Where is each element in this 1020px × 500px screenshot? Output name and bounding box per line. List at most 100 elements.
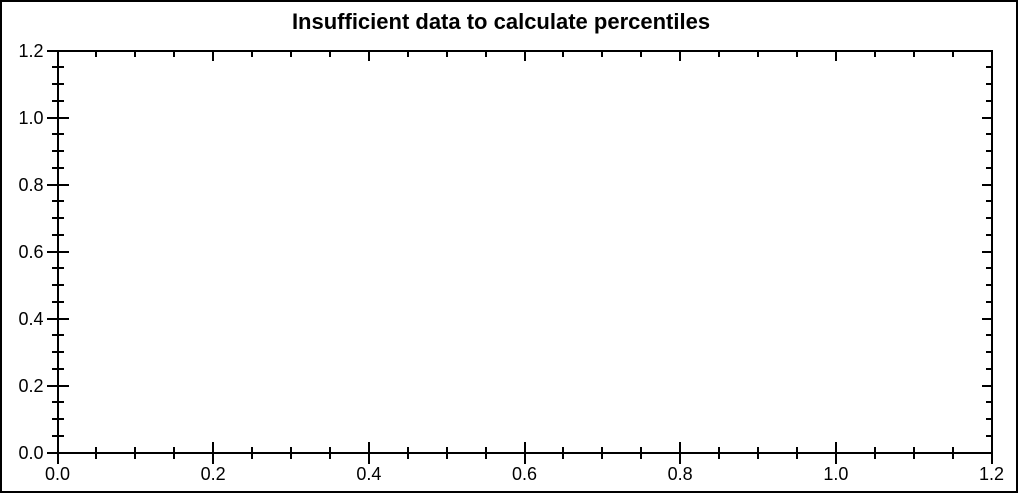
x-minor-tick-bottom bbox=[601, 446, 604, 459]
x-major-tick-bottom bbox=[834, 441, 837, 464]
x-tick-label: 0.6 bbox=[511, 464, 538, 484]
y-tick-label: 0.6 bbox=[18, 241, 44, 262]
x-major-tick-bottom bbox=[523, 441, 526, 464]
y-minor-tick-right bbox=[985, 233, 992, 236]
x-minor-tick-bottom bbox=[134, 446, 137, 459]
y-minor-tick-left bbox=[51, 434, 64, 437]
y-major-tick-right bbox=[981, 49, 992, 52]
x-minor-tick-bottom bbox=[406, 446, 409, 459]
y-minor-tick-left bbox=[51, 66, 64, 69]
y-minor-tick-right bbox=[985, 418, 992, 420]
y-major-tick-right bbox=[981, 116, 992, 119]
y-tick-label: 1.0 bbox=[18, 107, 44, 128]
y-minor-tick-right bbox=[985, 150, 992, 152]
x-minor-tick-bottom bbox=[445, 446, 448, 459]
y-tick-label: 1.2 bbox=[18, 40, 44, 61]
x-minor-tick-top bbox=[328, 50, 331, 57]
x-major-tick-bottom bbox=[990, 441, 993, 464]
y-tick-label: 0.2 bbox=[18, 375, 44, 396]
x-minor-tick-bottom bbox=[718, 446, 721, 459]
x-minor-tick-bottom bbox=[562, 446, 565, 459]
y-minor-tick-left bbox=[51, 166, 64, 169]
x-minor-tick-bottom bbox=[640, 446, 643, 459]
x-tick-label: 1.2 bbox=[978, 464, 1005, 484]
x-minor-tick-top bbox=[951, 50, 954, 57]
x-major-tick-top bbox=[212, 50, 215, 61]
y-minor-tick-left bbox=[51, 200, 64, 203]
y-minor-tick-right bbox=[985, 367, 992, 370]
y-minor-tick-left bbox=[51, 351, 64, 353]
y-major-tick-right bbox=[981, 451, 992, 454]
x-minor-tick-top bbox=[290, 50, 292, 57]
x-minor-tick-top bbox=[757, 50, 759, 57]
x-minor-tick-top bbox=[445, 50, 448, 57]
y-minor-tick-right bbox=[985, 300, 992, 303]
x-major-tick-top bbox=[990, 50, 993, 61]
y-tick-label: 0.0 bbox=[18, 442, 44, 463]
x-tick-label: 0.0 bbox=[44, 464, 71, 484]
y-minor-tick-left bbox=[51, 401, 64, 404]
x-major-tick-bottom bbox=[212, 441, 215, 464]
y-minor-tick-right bbox=[985, 351, 992, 353]
x-minor-tick-bottom bbox=[484, 446, 487, 459]
y-tick-label: 0.8 bbox=[18, 174, 44, 195]
x-major-tick-top bbox=[834, 50, 837, 61]
x-minor-tick-top bbox=[601, 50, 604, 57]
y-minor-tick-right bbox=[985, 401, 992, 404]
x-minor-tick-bottom bbox=[251, 446, 254, 459]
y-minor-tick-right bbox=[985, 66, 992, 69]
x-minor-tick-bottom bbox=[757, 446, 759, 459]
x-minor-tick-top bbox=[873, 50, 876, 57]
y-minor-tick-left bbox=[51, 99, 64, 102]
x-minor-tick-bottom bbox=[95, 446, 98, 459]
plot-area bbox=[56, 49, 993, 454]
y-major-tick-left bbox=[46, 116, 69, 119]
y-major-tick-right bbox=[981, 317, 992, 320]
y-major-tick-left bbox=[46, 451, 69, 454]
x-minor-tick-top bbox=[562, 50, 565, 57]
y-minor-tick-right bbox=[985, 83, 992, 85]
x-minor-tick-top bbox=[95, 50, 98, 57]
y-minor-tick-left bbox=[51, 300, 64, 303]
y-major-tick-left bbox=[46, 183, 69, 186]
x-major-tick-top bbox=[523, 50, 526, 61]
y-minor-tick-right bbox=[985, 166, 992, 169]
x-tick-label: 0.4 bbox=[356, 464, 382, 484]
y-minor-tick-left bbox=[51, 267, 64, 270]
x-minor-tick-top bbox=[173, 50, 176, 57]
y-minor-tick-right bbox=[985, 334, 992, 337]
y-minor-tick-left bbox=[51, 367, 64, 370]
y-minor-tick-right bbox=[985, 133, 992, 136]
x-minor-tick-bottom bbox=[912, 446, 915, 459]
x-minor-tick-top bbox=[134, 50, 137, 57]
y-minor-tick-left bbox=[51, 217, 64, 219]
y-minor-tick-right bbox=[985, 267, 992, 270]
y-major-tick-right bbox=[981, 384, 992, 387]
y-minor-tick-left bbox=[51, 150, 64, 152]
x-minor-tick-bottom bbox=[951, 446, 954, 459]
x-major-tick-bottom bbox=[679, 441, 682, 464]
x-tick-label: 1.0 bbox=[823, 464, 849, 484]
x-major-tick-top bbox=[56, 50, 59, 61]
y-major-tick-right bbox=[981, 250, 992, 253]
y-minor-tick-left bbox=[51, 418, 64, 420]
y-minor-tick-right bbox=[985, 434, 992, 437]
x-minor-tick-bottom bbox=[795, 446, 798, 459]
y-minor-tick-left bbox=[51, 334, 64, 337]
y-minor-tick-right bbox=[985, 217, 992, 219]
x-minor-tick-bottom bbox=[173, 446, 176, 459]
x-major-tick-top bbox=[367, 50, 370, 61]
x-minor-tick-top bbox=[912, 50, 915, 57]
x-major-tick-top bbox=[679, 50, 682, 61]
x-minor-tick-top bbox=[406, 50, 409, 57]
y-tick-label: 0.4 bbox=[18, 308, 44, 329]
y-minor-tick-left bbox=[51, 133, 64, 136]
x-tick-label: 0.2 bbox=[200, 464, 226, 484]
y-minor-tick-left bbox=[51, 233, 64, 236]
y-minor-tick-right bbox=[985, 284, 992, 286]
x-minor-tick-top bbox=[718, 50, 721, 57]
x-minor-tick-top bbox=[795, 50, 798, 57]
y-major-tick-left bbox=[46, 317, 69, 320]
